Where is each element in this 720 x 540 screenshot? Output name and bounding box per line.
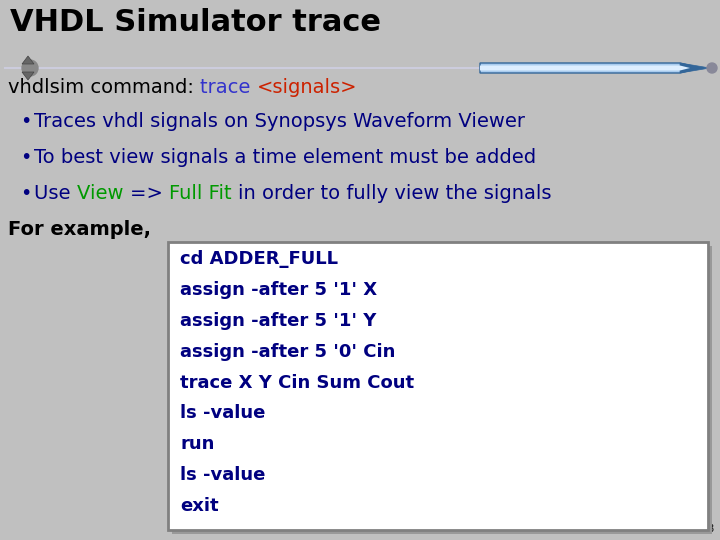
Text: cd ADDER_FULL: cd ADDER_FULL bbox=[180, 250, 338, 268]
Text: VHDL Simulator trace: VHDL Simulator trace bbox=[10, 8, 381, 37]
Text: assign -after 5 '1' X: assign -after 5 '1' X bbox=[180, 281, 377, 299]
Text: vhdlsim command:: vhdlsim command: bbox=[8, 78, 200, 97]
Text: For example,: For example, bbox=[8, 220, 151, 239]
Text: in order to fully view the signals: in order to fully view the signals bbox=[238, 184, 551, 203]
Text: Traces vhdl signals on Synopsys Waveform Viewer: Traces vhdl signals on Synopsys Waveform… bbox=[34, 112, 525, 131]
Text: trace: trace bbox=[200, 78, 257, 97]
Text: run: run bbox=[180, 435, 215, 454]
Text: View: View bbox=[77, 184, 130, 203]
Text: assign -after 5 '0' Cin: assign -after 5 '0' Cin bbox=[180, 343, 395, 361]
Polygon shape bbox=[480, 63, 700, 73]
Text: assign -after 5 '1' Y: assign -after 5 '1' Y bbox=[180, 312, 377, 330]
Text: •: • bbox=[20, 184, 32, 203]
Text: •: • bbox=[20, 112, 32, 131]
Text: ls -value: ls -value bbox=[180, 466, 266, 484]
Text: To best view signals a time element must be added: To best view signals a time element must… bbox=[34, 148, 536, 167]
FancyBboxPatch shape bbox=[168, 242, 708, 530]
Polygon shape bbox=[680, 63, 710, 73]
Text: Use: Use bbox=[34, 184, 77, 203]
Circle shape bbox=[707, 63, 717, 73]
Text: Full Fit: Full Fit bbox=[168, 184, 238, 203]
Circle shape bbox=[22, 60, 38, 76]
Text: =>: => bbox=[130, 184, 168, 203]
Text: <signals>: <signals> bbox=[257, 78, 357, 97]
Text: exit: exit bbox=[180, 497, 219, 515]
Polygon shape bbox=[480, 65, 690, 71]
Text: CWRU EECS 318: CWRU EECS 318 bbox=[634, 524, 714, 534]
Text: •: • bbox=[20, 148, 32, 167]
Polygon shape bbox=[22, 56, 34, 64]
Text: ls -value: ls -value bbox=[180, 404, 266, 422]
FancyBboxPatch shape bbox=[172, 246, 712, 534]
Text: trace X Y Cin Sum Cout: trace X Y Cin Sum Cout bbox=[180, 374, 414, 391]
Polygon shape bbox=[22, 72, 34, 80]
